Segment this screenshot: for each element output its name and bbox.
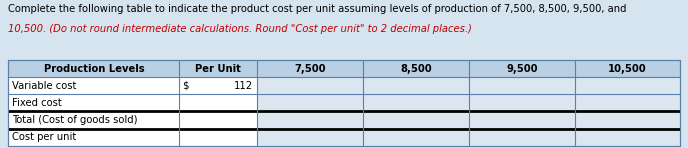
Text: $: $: [182, 81, 189, 91]
Text: Total (Cost of goods sold): Total (Cost of goods sold): [12, 115, 138, 125]
Bar: [8, 94, 180, 111]
Bar: [363, 129, 469, 146]
Text: 8,500: 8,500: [400, 63, 431, 74]
Bar: [575, 94, 680, 111]
Bar: [257, 77, 363, 94]
Text: 112: 112: [233, 81, 252, 91]
Bar: [257, 94, 363, 111]
Bar: [257, 111, 363, 129]
Bar: [8, 60, 680, 77]
Text: 10,500. (Do not round intermediate calculations. Round "Cost per unit" to 2 deci: 10,500. (Do not round intermediate calcu…: [8, 24, 472, 34]
Text: Per Unit: Per Unit: [195, 63, 241, 74]
Bar: [469, 111, 575, 129]
Bar: [8, 129, 180, 146]
Bar: [257, 129, 363, 146]
Bar: [469, 77, 575, 94]
Text: Variable cost: Variable cost: [12, 81, 77, 91]
Text: Production Levels: Production Levels: [43, 63, 144, 74]
Bar: [180, 77, 257, 94]
Bar: [8, 60, 680, 146]
Bar: [180, 111, 257, 129]
Text: Fixed cost: Fixed cost: [12, 98, 62, 108]
Bar: [575, 129, 680, 146]
Text: 10,500: 10,500: [608, 63, 647, 74]
Text: 9,500: 9,500: [506, 63, 538, 74]
Bar: [575, 77, 680, 94]
Bar: [363, 77, 469, 94]
Text: Complete the following table to indicate the product cost per unit assuming leve: Complete the following table to indicate…: [8, 4, 627, 14]
Bar: [180, 129, 257, 146]
Bar: [0, 1, 688, 56]
Bar: [575, 111, 680, 129]
Bar: [363, 94, 469, 111]
Bar: [180, 94, 257, 111]
Bar: [8, 77, 180, 94]
Bar: [8, 111, 180, 129]
Bar: [363, 111, 469, 129]
Text: 7,500: 7,500: [294, 63, 325, 74]
Bar: [469, 129, 575, 146]
Bar: [469, 94, 575, 111]
Text: Cost per unit: Cost per unit: [12, 132, 76, 142]
